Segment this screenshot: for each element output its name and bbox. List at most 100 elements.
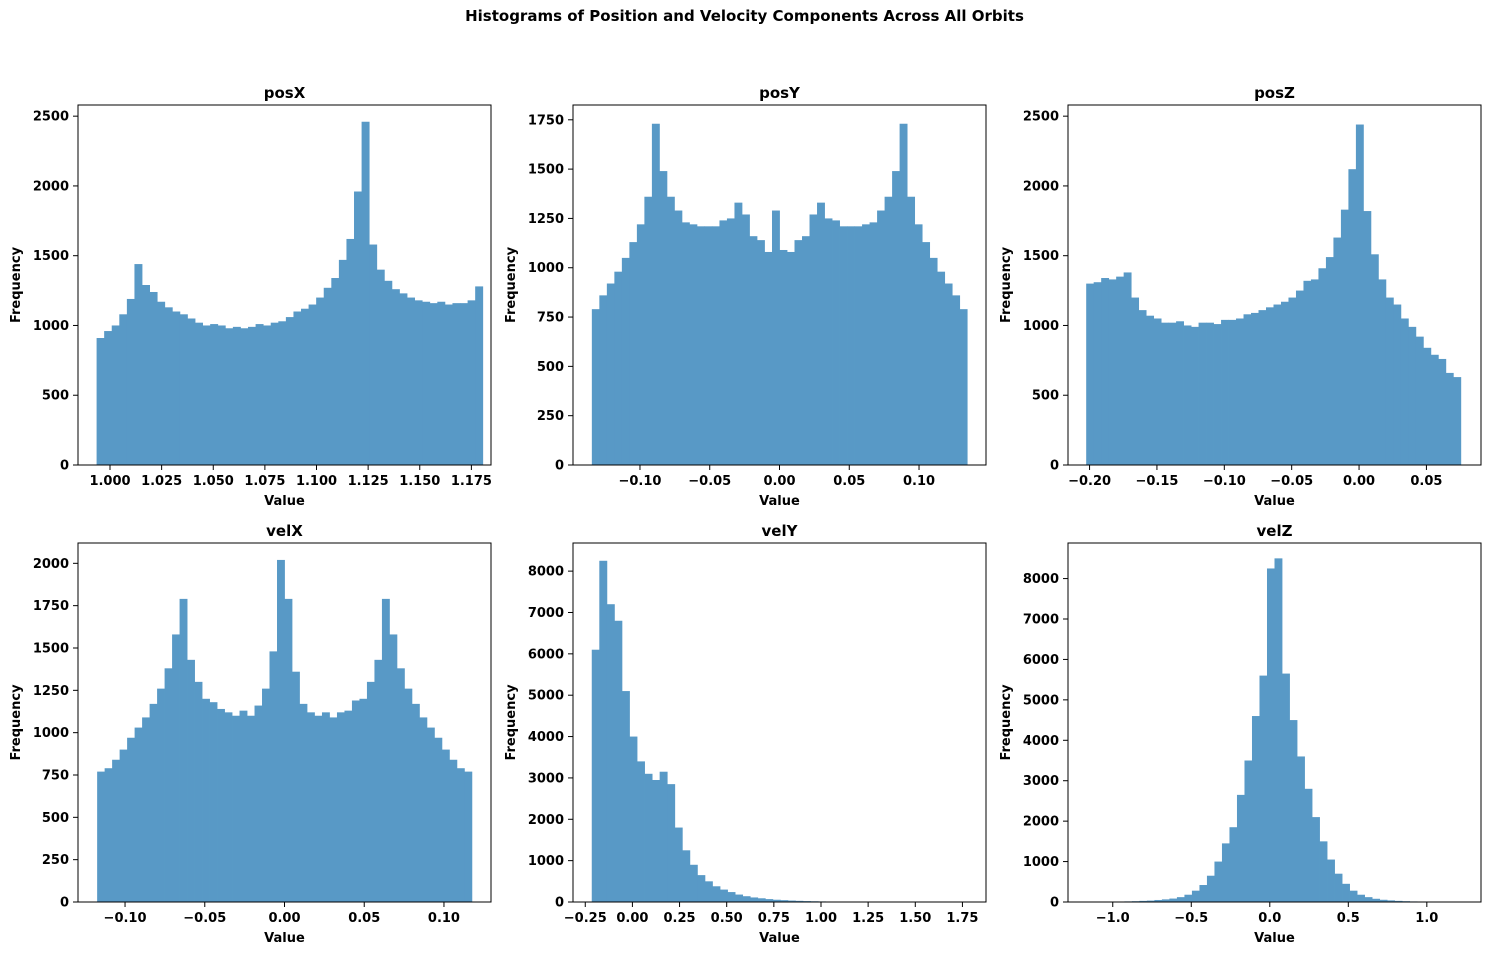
histogram-bar: [696, 226, 705, 465]
y-tick-label: 5000: [1023, 693, 1059, 708]
histogram-bar: [142, 717, 150, 902]
y-axis-label: Frequency: [999, 684, 1014, 761]
histogram-bar: [157, 688, 165, 902]
histogram-bar: [1198, 322, 1207, 465]
histogram-bar: [179, 314, 188, 465]
histogram-bar: [299, 703, 308, 902]
histogram-bar: [1348, 169, 1357, 465]
histogram-bar: [1139, 900, 1148, 902]
histogram-bar: [1108, 279, 1117, 465]
histogram-bar: [689, 864, 698, 902]
x-tick-label: 0.00: [268, 911, 300, 926]
y-axis-label: Frequency: [9, 246, 24, 323]
histogram-bar: [1101, 278, 1110, 465]
histogram-bar: [742, 896, 751, 902]
x-tick-label: 1.75: [946, 911, 978, 926]
histogram-bar: [314, 715, 323, 902]
histogram-bar: [1206, 875, 1215, 902]
histogram-bar: [1325, 257, 1334, 465]
histogram-bar: [149, 291, 158, 465]
histogram-panel-posZ: −0.20 −0.15 −0.10 −0.05 0.00 0.05 0 500 1000 1500…: [999, 84, 1482, 509]
histogram-bar: [1303, 280, 1312, 465]
histogram-bar: [959, 309, 968, 465]
histogram-bar: [126, 298, 135, 465]
histogram-bar: [720, 889, 728, 902]
histogram-bar: [449, 759, 458, 902]
histogram-bar: [817, 202, 825, 465]
histogram-bar: [1318, 268, 1327, 465]
histogram-bar: [1342, 883, 1350, 902]
y-tick-label: 3000: [528, 771, 564, 786]
histogram-bar: [187, 318, 196, 465]
y-tick-label: 1250: [33, 684, 69, 699]
histogram-bar: [316, 297, 325, 465]
histogram-bar: [681, 222, 690, 465]
x-tick-label: 0.10: [903, 474, 935, 489]
axes-frame: [572, 542, 987, 903]
histogram-bar: [127, 737, 135, 902]
histogram-bar: [899, 123, 908, 466]
y-tick-label: 750: [42, 768, 69, 783]
x-tick-label: 0.05: [833, 474, 865, 489]
histogram-bar: [384, 280, 393, 465]
histogram-bar: [119, 314, 128, 465]
x-tick-label: 1.125: [348, 474, 389, 489]
histogram-bar: [263, 325, 272, 465]
subplot-title: velY: [762, 522, 799, 540]
histogram-bar: [741, 214, 750, 465]
x-tick-label: 1.25: [852, 911, 884, 926]
histogram-bar: [1176, 321, 1184, 465]
histogram-bar: [1154, 899, 1163, 902]
y-tick-label: 250: [537, 409, 564, 424]
histogram-bar: [422, 301, 431, 465]
histogram-bar: [771, 210, 780, 465]
histogram-bar: [1334, 873, 1343, 902]
histogram-bar: [779, 249, 788, 465]
histogram-bar: [475, 286, 484, 465]
histogram-bar: [374, 659, 383, 902]
histogram-bar: [704, 881, 713, 902]
histogram-bar: [1266, 307, 1274, 465]
histogram-bar: [321, 712, 330, 902]
histogram-bar: [467, 300, 476, 465]
histogram-bar: [277, 559, 285, 902]
histogram-bar: [929, 257, 938, 465]
y-tick-label: 0: [555, 459, 564, 474]
histogram-bar: [399, 293, 408, 465]
histogram-bar: [1415, 336, 1424, 465]
histogram-bar: [674, 827, 683, 902]
histogram-bar: [254, 705, 263, 902]
y-tick-label: 250: [42, 853, 69, 868]
histogram-bar: [96, 338, 105, 465]
x-tick-label: 1.00: [805, 911, 837, 926]
y-tick-label: 2000: [33, 557, 69, 572]
y-tick-label: 6000: [528, 647, 564, 662]
histogram-panel-posY: −0.10 −0.05 0.00 0.05 0.10 0 250 500 750 1000 1250…: [504, 84, 987, 509]
histogram-bar: [329, 717, 338, 902]
histogram-bar: [787, 251, 795, 465]
histogram-bar: [614, 271, 623, 465]
histogram-bar: [1333, 237, 1342, 465]
histogram-bar: [726, 218, 735, 465]
x-tick-label: −0.10: [618, 474, 661, 489]
histogram-bar: [1282, 673, 1290, 902]
y-tick-label: 1500: [33, 249, 69, 264]
histogram-bar: [1221, 319, 1229, 465]
histogram-bar: [426, 727, 435, 902]
histogram-bar: [1214, 861, 1223, 902]
histogram-bar: [306, 712, 315, 902]
histogram-bar: [1445, 372, 1454, 465]
histogram-bar: [134, 264, 143, 465]
histogram-bar: [764, 251, 773, 465]
histogram-bar: [1116, 276, 1125, 465]
y-tick-label: 500: [1032, 389, 1059, 404]
y-tick-label: 1500: [33, 641, 69, 656]
histogram-bar: [164, 307, 173, 465]
histogram-bar: [862, 224, 870, 465]
histogram-bar: [209, 702, 218, 902]
x-tick-label: 1.000: [89, 474, 130, 489]
histogram-bar: [396, 668, 405, 902]
histogram-bar: [1093, 282, 1102, 465]
histogram-bar: [1453, 377, 1462, 465]
